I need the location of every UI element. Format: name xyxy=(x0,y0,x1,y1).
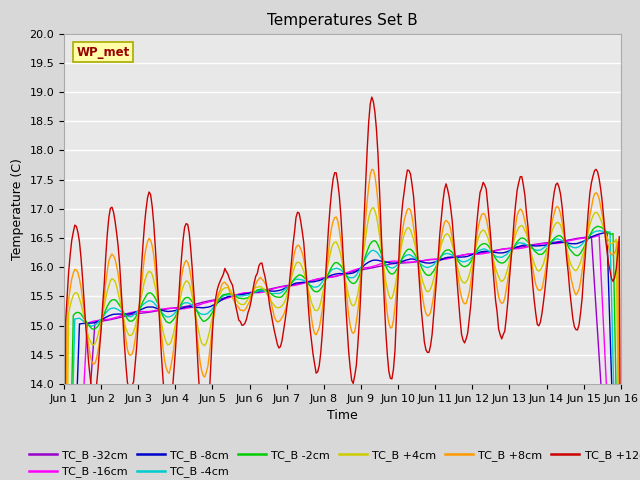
TC_B +12cm xyxy=(397,216,405,222)
Line: TC_B +12cm: TC_B +12cm xyxy=(64,97,621,480)
TC_B -2cm xyxy=(408,248,416,253)
TC_B +12cm xyxy=(379,263,387,269)
TC_B -4cm xyxy=(164,314,172,320)
TC_B -8cm xyxy=(164,309,172,314)
TC_B +4cm xyxy=(164,342,172,348)
TC_B -32cm xyxy=(408,260,416,265)
TC_B -16cm xyxy=(408,259,416,265)
TC_B +8cm xyxy=(550,210,558,216)
TC_B -4cm xyxy=(408,253,416,259)
TC_B -2cm xyxy=(594,223,602,229)
X-axis label: Time: Time xyxy=(327,409,358,422)
TC_B -8cm xyxy=(603,229,611,235)
TC_B -8cm xyxy=(396,259,403,265)
TC_B -4cm xyxy=(377,255,385,261)
TC_B -32cm xyxy=(164,306,172,312)
Y-axis label: Temperature (C): Temperature (C) xyxy=(11,158,24,260)
TC_B -8cm xyxy=(377,258,385,264)
Line: TC_B +4cm: TC_B +4cm xyxy=(64,208,621,480)
TC_B -2cm xyxy=(377,250,385,256)
TC_B +8cm xyxy=(410,224,417,230)
TC_B +8cm xyxy=(164,369,172,375)
TC_B +8cm xyxy=(397,237,405,243)
TC_B +4cm xyxy=(410,237,417,242)
TC_B -32cm xyxy=(588,234,595,240)
TC_B +4cm xyxy=(369,205,377,211)
TC_B -2cm xyxy=(76,310,83,316)
TC_B -8cm xyxy=(76,321,83,327)
TC_B -4cm xyxy=(76,315,83,321)
Line: TC_B -4cm: TC_B -4cm xyxy=(64,231,621,480)
TC_B +12cm xyxy=(164,416,172,421)
Line: TC_B -8cm: TC_B -8cm xyxy=(64,232,621,480)
TC_B -16cm xyxy=(396,258,403,264)
TC_B +12cm xyxy=(76,239,83,245)
TC_B +4cm xyxy=(550,223,558,228)
TC_B -32cm xyxy=(396,260,403,266)
TC_B +4cm xyxy=(379,255,387,261)
TC_B -16cm xyxy=(76,468,83,474)
TC_B +12cm xyxy=(550,189,558,194)
TC_B -4cm xyxy=(549,238,557,244)
TC_B -16cm xyxy=(377,261,385,267)
TC_B +12cm xyxy=(410,193,417,199)
TC_B +4cm xyxy=(397,244,405,250)
TC_B -2cm xyxy=(164,320,172,325)
Legend: TC_B -32cm, TC_B -16cm, TC_B -8cm, TC_B -4cm, TC_B -2cm, TC_B +4cm, TC_B +8cm, T: TC_B -32cm, TC_B -16cm, TC_B -8cm, TC_B … xyxy=(24,445,640,480)
TC_B -16cm xyxy=(549,240,557,246)
TC_B +8cm xyxy=(368,167,376,172)
TC_B -8cm xyxy=(408,256,416,262)
TC_B +8cm xyxy=(76,276,83,282)
TC_B -4cm xyxy=(396,259,403,265)
TC_B -16cm xyxy=(164,305,172,311)
TC_B +12cm xyxy=(368,94,376,100)
TC_B -32cm xyxy=(549,240,557,245)
Title: Temperatures Set B: Temperatures Set B xyxy=(267,13,418,28)
Line: TC_B -2cm: TC_B -2cm xyxy=(64,226,621,480)
TC_B -4cm xyxy=(595,228,603,234)
TC_B -2cm xyxy=(396,261,403,266)
TC_B -8cm xyxy=(549,240,557,246)
TC_B -32cm xyxy=(377,263,385,269)
Line: TC_B +8cm: TC_B +8cm xyxy=(64,169,621,480)
TC_B +4cm xyxy=(76,296,83,301)
TC_B -2cm xyxy=(549,237,557,243)
Text: WP_met: WP_met xyxy=(76,46,129,59)
TC_B +8cm xyxy=(379,256,387,262)
Line: TC_B -32cm: TC_B -32cm xyxy=(64,237,621,480)
Line: TC_B -16cm: TC_B -16cm xyxy=(64,235,621,480)
TC_B -16cm xyxy=(595,232,603,238)
